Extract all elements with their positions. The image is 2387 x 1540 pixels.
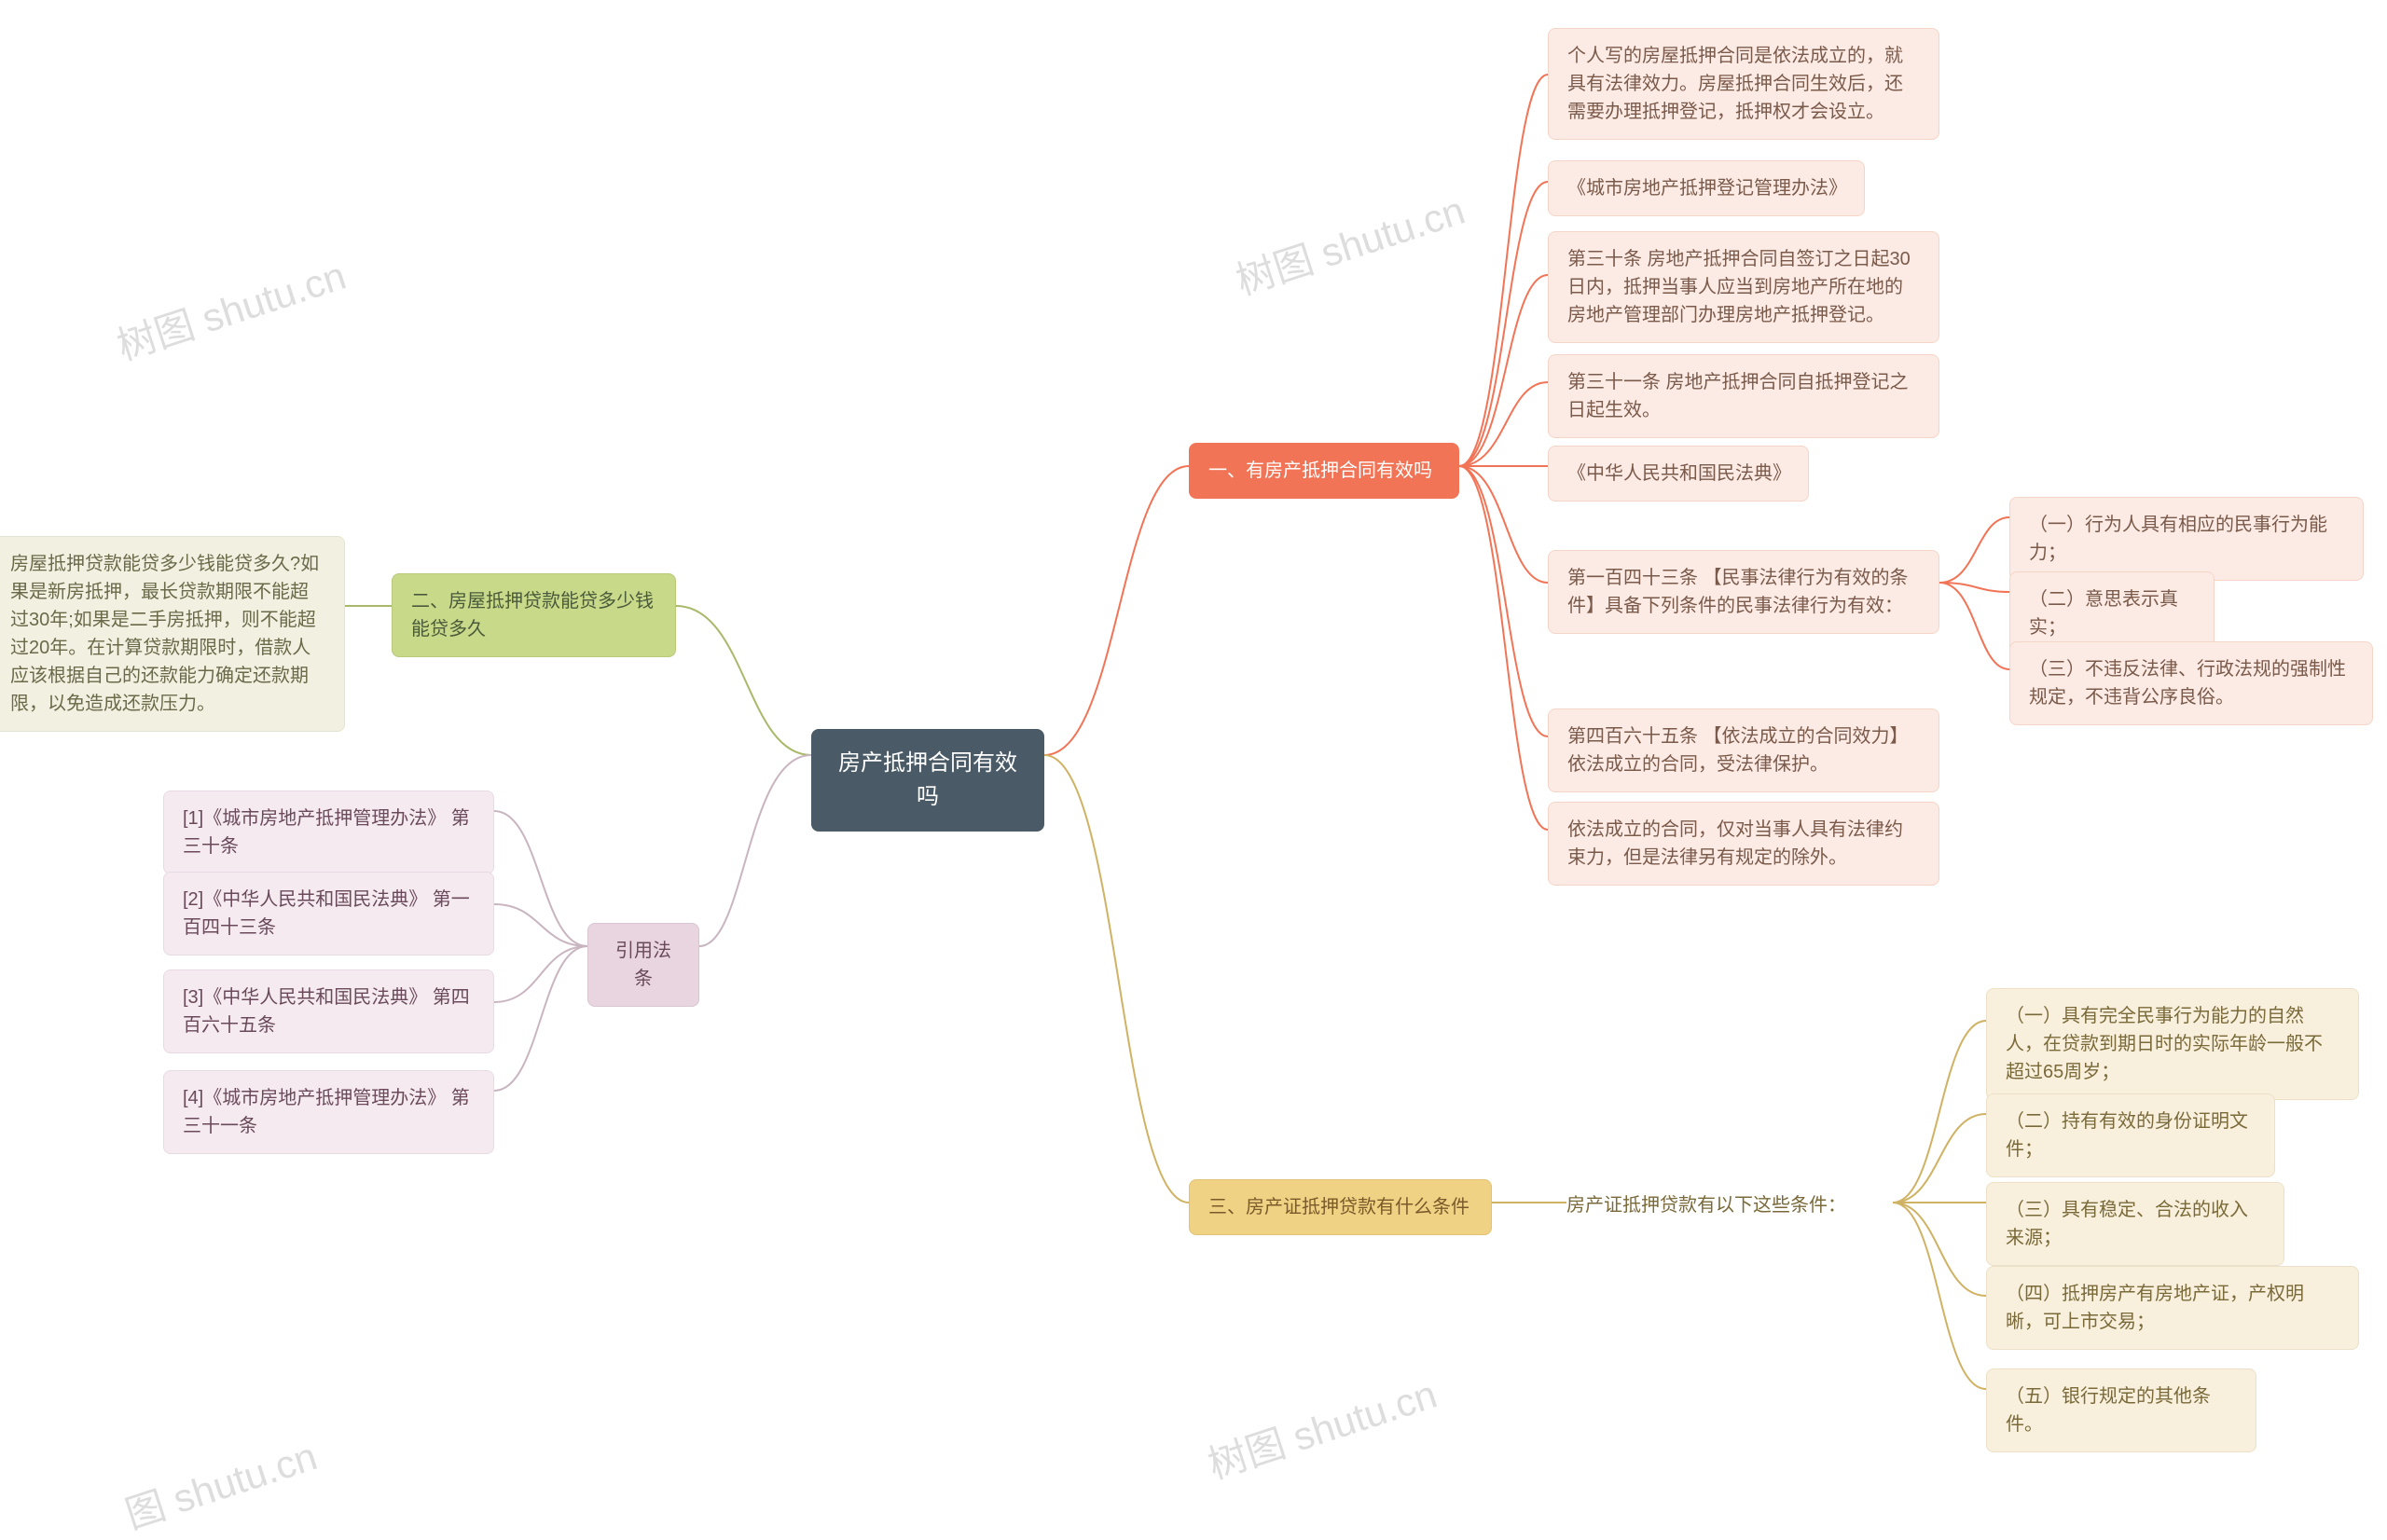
leaf-1-1[interactable]: 《城市房地产抵押登记管理办法》	[1548, 160, 1865, 216]
branch-ref[interactable]: 引用法条	[587, 923, 699, 1007]
watermark: 图 shutu.cn	[117, 1425, 324, 1540]
watermark: 树图 shutu.cn	[1200, 1363, 1443, 1491]
leaf-ref-3[interactable]: [4]《城市房地产抵押管理办法》 第三十一条	[163, 1070, 494, 1154]
leaf-1-5-0[interactable]: （一）行为人具有相应的民事行为能力；	[2009, 497, 2364, 581]
leaf-1-6[interactable]: 第四百六十五条 【依法成立的合同效力】依法成立的合同，受法律保护。	[1548, 708, 1939, 792]
watermark: 树图 shutu.cn	[1228, 179, 1471, 307]
branch-3[interactable]: 三、房产证抵押贷款有什么条件	[1189, 1179, 1492, 1235]
leaf-3-0-1[interactable]: （二）持有有效的身份证明文件；	[1986, 1093, 2275, 1177]
leaf-ref-1[interactable]: [2]《中华人民共和国民法典》 第一百四十三条	[163, 872, 494, 956]
leaf-3-0-2[interactable]: （三）具有稳定、合法的收入来源；	[1986, 1182, 2284, 1266]
leaf-1-3[interactable]: 第三十一条 房地产抵押合同自抵押登记之日起生效。	[1548, 354, 1939, 438]
leaf-ref-2[interactable]: [3]《中华人民共和国民法典》 第四百六十五条	[163, 969, 494, 1053]
leaf-3-0: 房产证抵押贷款有以下这些条件：	[1566, 1182, 1893, 1229]
leaf-3-0-0[interactable]: （一）具有完全民事行为能力的自然人，在贷款到期日时的实际年龄一般不超过65周岁；	[1986, 988, 2359, 1100]
branch-2[interactable]: 二、房屋抵押贷款能贷多少钱能贷多久	[392, 573, 676, 657]
leaf-2-0[interactable]: 房屋抵押贷款能贷多少钱能贷多久?如果是新房抵押，最长贷款期限不能超过30年;如果…	[0, 536, 345, 732]
leaf-1-7[interactable]: 依法成立的合同，仅对当事人具有法律约束力，但是法律另有规定的除外。	[1548, 802, 1939, 886]
leaf-1-5[interactable]: 第一百四十三条 【民事法律行为有效的条件】具备下列条件的民事法律行为有效：	[1548, 550, 1939, 634]
root-node[interactable]: 房产抵押合同有效吗	[811, 729, 1044, 832]
leaf-3-0-3[interactable]: （四）抵押房产有房地产证，产权明晰，可上市交易；	[1986, 1266, 2359, 1350]
leaf-1-5-2[interactable]: （三）不违反法律、行政法规的强制性规定，不违背公序良俗。	[2009, 641, 2373, 725]
leaf-3-0-4[interactable]: （五）银行规定的其他条件。	[1986, 1368, 2256, 1452]
branch-1[interactable]: 一、有房产抵押合同有效吗	[1189, 443, 1459, 499]
leaf-1-4[interactable]: 《中华人民共和国民法典》	[1548, 446, 1809, 502]
leaf-1-0[interactable]: 个人写的房屋抵押合同是依法成立的，就具有法律效力。房屋抵押合同生效后，还需要办理…	[1548, 28, 1939, 140]
watermark: 树图 shutu.cn	[109, 244, 352, 372]
leaf-ref-0[interactable]: [1]《城市房地产抵押管理办法》 第三十条	[163, 791, 494, 874]
leaf-1-2[interactable]: 第三十条 房地产抵押合同自签订之日起30日内，抵押当事人应当到房地产所在地的房地…	[1548, 231, 1939, 343]
